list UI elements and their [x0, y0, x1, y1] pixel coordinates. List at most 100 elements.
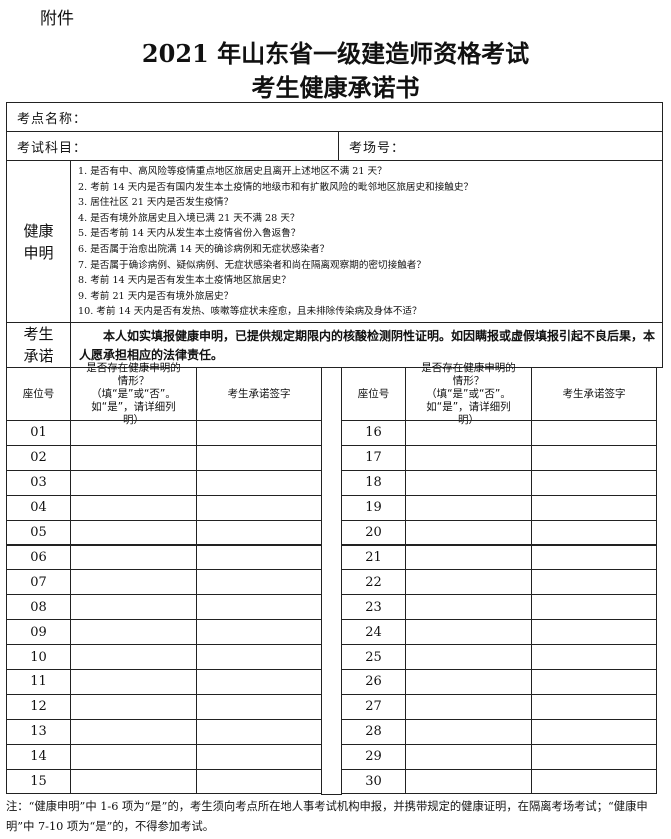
column-spacer: [321, 367, 342, 795]
status-input[interactable]: [70, 494, 197, 521]
signature-input[interactable]: [196, 594, 322, 621]
health-question: 9. 考前 21 天内是否有境外旅居史？: [78, 290, 234, 302]
seat-number: 13: [6, 718, 71, 745]
health-label: 健康申明: [6, 160, 71, 323]
signature-input[interactable]: [531, 569, 657, 596]
status-input[interactable]: [405, 494, 532, 521]
status-input[interactable]: [70, 619, 197, 646]
health-question: 8. 考前 14 天内是否有发生本土疫情地区旅居史？: [78, 275, 291, 287]
signature-input[interactable]: [196, 469, 322, 496]
subject-field[interactable]: 考试科目：: [6, 131, 339, 161]
promise-label: 考生承诺: [6, 322, 71, 368]
seat-number: 21: [341, 544, 406, 571]
seat-number: 27: [341, 693, 406, 720]
seat-number: 05: [6, 519, 71, 546]
status-header: 是否存在健康申明的情形？（填“是”或“否”。如“是”，请详细列明）: [405, 362, 532, 426]
document-subtitle: 考生健康承诺书: [251, 73, 420, 102]
status-input[interactable]: [70, 669, 197, 695]
health-question: 6. 是否属于治愈出院满 14 天的确诊病例和无症状感染者？: [78, 243, 330, 255]
seat-number: 20: [341, 519, 406, 546]
health-question: 2. 考前 14 天内是否有国内发生本土疫情的地级市和有扩散风险的毗邻地区旅居史…: [78, 181, 474, 193]
signature-input[interactable]: [196, 569, 322, 596]
status-input[interactable]: [70, 693, 197, 720]
document-title: 2021 年山东省一级建造师资格考试: [141, 39, 530, 68]
health-question: 1. 是否有中、高风险等疫情重点地区旅居史且离开上述地区不满 21 天？: [78, 166, 387, 177]
status-input[interactable]: [70, 469, 197, 496]
subject-label: 考试科目：: [17, 140, 88, 156]
status-input[interactable]: [70, 569, 197, 596]
seat-number: 10: [6, 644, 71, 670]
signature-input[interactable]: [196, 644, 322, 670]
site-name-field[interactable]: 考点名称：: [6, 102, 663, 132]
status-input[interactable]: [405, 469, 532, 496]
seat-number: 07: [6, 569, 71, 596]
signature-input[interactable]: [531, 768, 657, 795]
status-input[interactable]: [405, 420, 532, 446]
status-input[interactable]: [70, 519, 197, 546]
signature-header: 考生承诺签字: [196, 367, 322, 421]
status-input[interactable]: [405, 569, 532, 596]
health-questions: 1. 是否有中、高风险等疫情重点地区旅居史且离开上述地区不满 21 天？ 2. 考…: [70, 160, 663, 323]
status-input[interactable]: [70, 644, 197, 670]
status-input[interactable]: [70, 768, 197, 795]
signature-input[interactable]: [531, 594, 657, 621]
seat-number: 14: [6, 743, 71, 770]
room-label: 考场号：: [349, 140, 406, 156]
status-input[interactable]: [405, 519, 532, 546]
status-input[interactable]: [405, 669, 532, 695]
signature-input[interactable]: [196, 619, 322, 646]
signature-input[interactable]: [196, 544, 322, 571]
signature-input[interactable]: [196, 693, 322, 720]
status-input[interactable]: [70, 420, 197, 446]
signature-input[interactable]: [196, 743, 322, 770]
status-input[interactable]: [70, 594, 197, 621]
signature-input[interactable]: [531, 544, 657, 571]
signature-input[interactable]: [196, 669, 322, 695]
signature-input[interactable]: [196, 519, 322, 546]
seat-header: 座位号: [341, 367, 406, 421]
health-question: 4. 是否有境外旅居史且入境已满 21 天不满 28 天？: [78, 212, 300, 224]
site-name-label: 考点名称：: [17, 111, 88, 127]
signature-input[interactable]: [531, 693, 657, 720]
signature-input[interactable]: [196, 718, 322, 745]
seat-number: 16: [341, 420, 406, 446]
status-input[interactable]: [405, 693, 532, 720]
seat-number: 08: [6, 594, 71, 621]
signature-input[interactable]: [196, 420, 322, 446]
signature-input[interactable]: [531, 420, 657, 446]
signature-input[interactable]: [196, 444, 322, 471]
signature-input[interactable]: [531, 743, 657, 770]
status-input[interactable]: [405, 644, 532, 670]
status-input[interactable]: [70, 544, 197, 571]
health-question: 5. 是否考前 14 天内从发生本土疫情省份入鲁返鲁？: [78, 228, 301, 240]
signature-input[interactable]: [531, 444, 657, 471]
signature-input[interactable]: [531, 494, 657, 521]
signature-input[interactable]: [531, 644, 657, 670]
footnote: 注：“健康申明”中 1-6 项为“是”的，考生须向考点所在地人事考试机构申报，并…: [6, 800, 648, 833]
status-input[interactable]: [405, 718, 532, 745]
status-input[interactable]: [405, 768, 532, 795]
status-input[interactable]: [70, 444, 197, 471]
status-input[interactable]: [405, 619, 532, 646]
room-field[interactable]: 考场号：: [338, 131, 663, 161]
seat-number: 28: [341, 718, 406, 745]
status-input[interactable]: [405, 544, 532, 571]
signature-input[interactable]: [531, 519, 657, 546]
status-input[interactable]: [70, 743, 197, 770]
seat-number: 24: [341, 619, 406, 646]
signature-input[interactable]: [196, 494, 322, 521]
signature-input[interactable]: [531, 619, 657, 646]
health-question: 10. 考前 14 天内是否有发热、咳嗽等症状未痊愈，且未排除传染病及身体不适？: [78, 306, 422, 318]
signature-input[interactable]: [531, 469, 657, 496]
signature-input[interactable]: [531, 718, 657, 745]
status-input[interactable]: [405, 594, 532, 621]
seat-number: 26: [341, 669, 406, 695]
signature-input[interactable]: [196, 768, 322, 795]
seat-number: 09: [6, 619, 71, 646]
health-question: 3. 居住社区 21 天内是否发生疫情？: [78, 197, 234, 209]
status-input[interactable]: [405, 444, 532, 471]
status-input[interactable]: [405, 743, 532, 770]
status-input[interactable]: [70, 718, 197, 745]
seat-number: 30: [341, 768, 406, 795]
signature-input[interactable]: [531, 669, 657, 695]
